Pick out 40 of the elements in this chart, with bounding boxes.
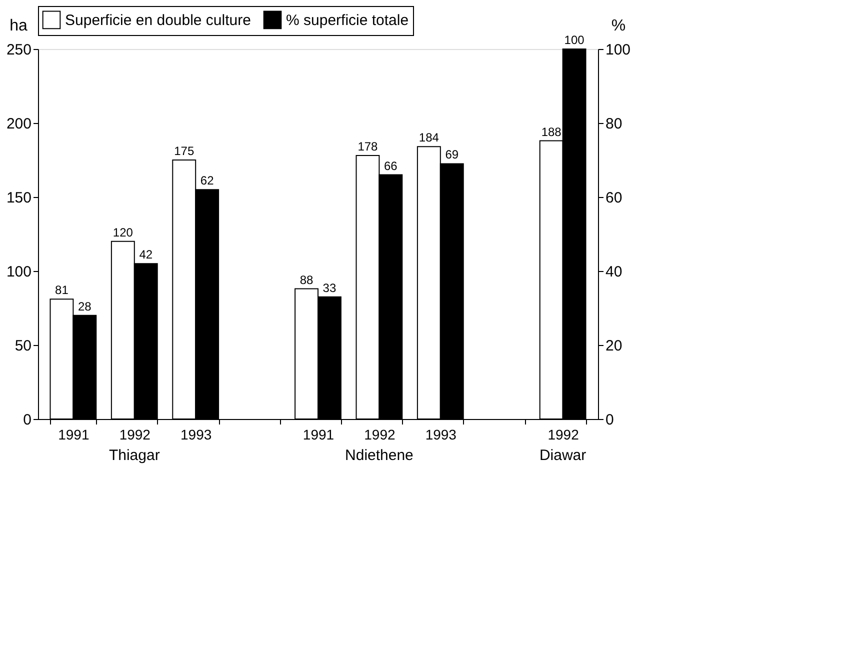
x-tick-label: 1991 [58, 426, 90, 442]
data-label: 66 [384, 158, 398, 173]
data-label: 28 [78, 299, 92, 314]
y-tick-label: 250 [6, 42, 32, 58]
data-label: 69 [445, 148, 459, 162]
data-label: 175 [174, 144, 194, 158]
text: Thiagar [108, 447, 160, 464]
y2-tick-label: 20 [606, 338, 622, 354]
y2-tick-label: 40 [606, 264, 622, 280]
data-label: 42 [139, 248, 153, 262]
x-tick-label: 1993 [180, 426, 212, 442]
y2-tick-label: 100 [606, 42, 631, 58]
y-tick-label: 200 [6, 116, 32, 132]
legend-label: % superficie totale [286, 12, 409, 29]
y-tick-label: 100 [6, 264, 32, 280]
data-label: 33 [322, 280, 336, 295]
data-label: 184 [418, 130, 440, 145]
y2-axis-title: % [611, 18, 626, 34]
data-label: 62 [200, 174, 214, 188]
x-tick-label: 1991 [302, 426, 334, 442]
y-tick-label: 50 [14, 338, 32, 354]
x-tick-label: 1992 [548, 426, 580, 442]
data-label: 178 [358, 140, 378, 154]
y-axis-title: ha [10, 18, 28, 34]
text: Diawar [539, 447, 586, 464]
x-tick-label: 1992 [364, 426, 396, 442]
x-tick-label: 1992 [119, 426, 151, 442]
data-label: 81 [55, 283, 69, 298]
y2-tick-label: 60 [606, 190, 622, 206]
data-label: 120 [112, 225, 134, 240]
data-label: 100 [564, 33, 585, 47]
y2-tick-label: 80 [606, 116, 622, 132]
data-label: 188 [541, 124, 562, 139]
data-label: 88 [300, 272, 314, 287]
y-tick-label: 0 [23, 412, 32, 428]
x-tick-label: 1993 [425, 426, 457, 442]
legend-label: Superficie en double culture [65, 12, 251, 29]
y-tick-label: 150 [6, 190, 32, 206]
y2-tick-label: 0 [606, 412, 614, 428]
text: Ndiethene [345, 447, 414, 464]
